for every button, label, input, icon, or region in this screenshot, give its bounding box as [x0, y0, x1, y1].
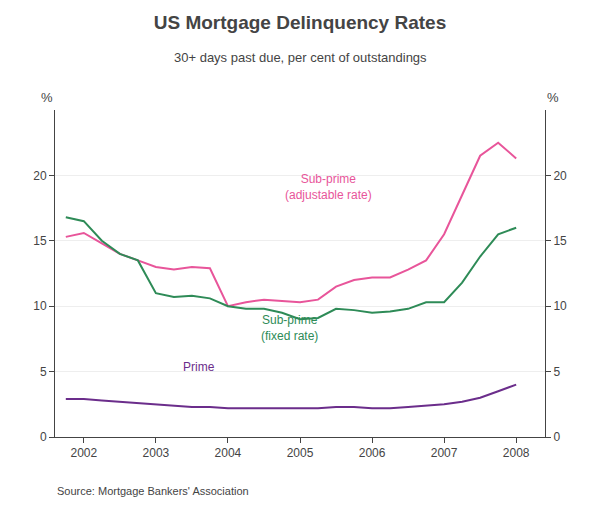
svg-text:Sub-prime(fixed rate): Sub-prime(fixed rate) — [261, 313, 318, 343]
svg-text:2007: 2007 — [431, 446, 458, 460]
svg-text:20: 20 — [553, 169, 567, 183]
svg-text:2003: 2003 — [143, 446, 170, 460]
svg-text:2006: 2006 — [359, 446, 386, 460]
svg-text:10: 10 — [553, 299, 567, 313]
svg-text:0: 0 — [40, 430, 47, 444]
svg-text:Source: Mortgage Bankers' Asso: Source: Mortgage Bankers' Association — [57, 485, 249, 497]
svg-text:US Mortgage Delinquency Rates: US Mortgage Delinquency Rates — [154, 12, 446, 33]
svg-text:5: 5 — [40, 365, 47, 379]
svg-text:30+ days past due, per cent of: 30+ days past due, per cent of outstandi… — [174, 50, 427, 65]
svg-text:2008: 2008 — [503, 446, 530, 460]
svg-text:Sub-prime(adjustable rate): Sub-prime(adjustable rate) — [285, 172, 372, 202]
svg-text:5: 5 — [553, 365, 560, 379]
svg-text:20: 20 — [33, 169, 47, 183]
svg-text:2002: 2002 — [70, 446, 97, 460]
svg-text:2004: 2004 — [215, 446, 242, 460]
svg-text:15: 15 — [33, 234, 47, 248]
svg-text:0: 0 — [553, 430, 560, 444]
svg-text:2005: 2005 — [287, 446, 314, 460]
svg-text:10: 10 — [33, 299, 47, 313]
svg-text:15: 15 — [553, 234, 567, 248]
svg-text:Prime: Prime — [183, 360, 215, 374]
svg-text:%: % — [41, 90, 53, 105]
svg-text:%: % — [547, 90, 559, 105]
